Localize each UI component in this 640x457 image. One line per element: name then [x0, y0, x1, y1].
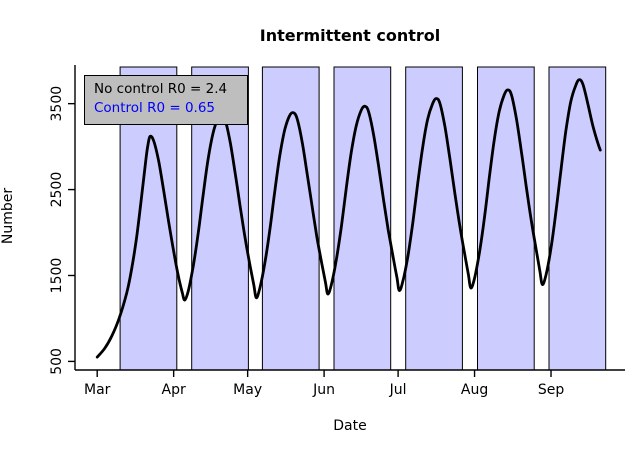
y-tick-label: 500	[49, 348, 65, 375]
y-tick-label: 1500	[49, 258, 65, 294]
control-band	[405, 66, 463, 371]
legend-entry-control: Control R0 = 0.65	[94, 100, 216, 116]
legend: No control R0 = 2.4 Control R0 = 0.65	[84, 75, 248, 125]
control-band	[477, 66, 535, 371]
x-tick-label: Apr	[162, 382, 186, 398]
control-band	[548, 66, 607, 371]
y-axis-label: Number	[0, 187, 16, 245]
x-tick-label: Aug	[461, 382, 488, 398]
y-tick-label: 3500	[49, 86, 65, 122]
chart-title: Intermittent control	[259, 26, 441, 45]
x-tick-label: Sep	[538, 382, 565, 398]
x-tick-label: Jul	[389, 382, 407, 398]
x-tick-label: Mar	[84, 382, 111, 398]
x-axis-label: Date	[333, 418, 367, 434]
y-tick-label: 2500	[49, 172, 65, 208]
legend-entry-no-control: No control R0 = 2.4	[94, 81, 228, 97]
x-tick-label: May	[233, 382, 262, 398]
x-tick-label: Jun	[312, 382, 335, 398]
series-line	[95, 78, 602, 359]
